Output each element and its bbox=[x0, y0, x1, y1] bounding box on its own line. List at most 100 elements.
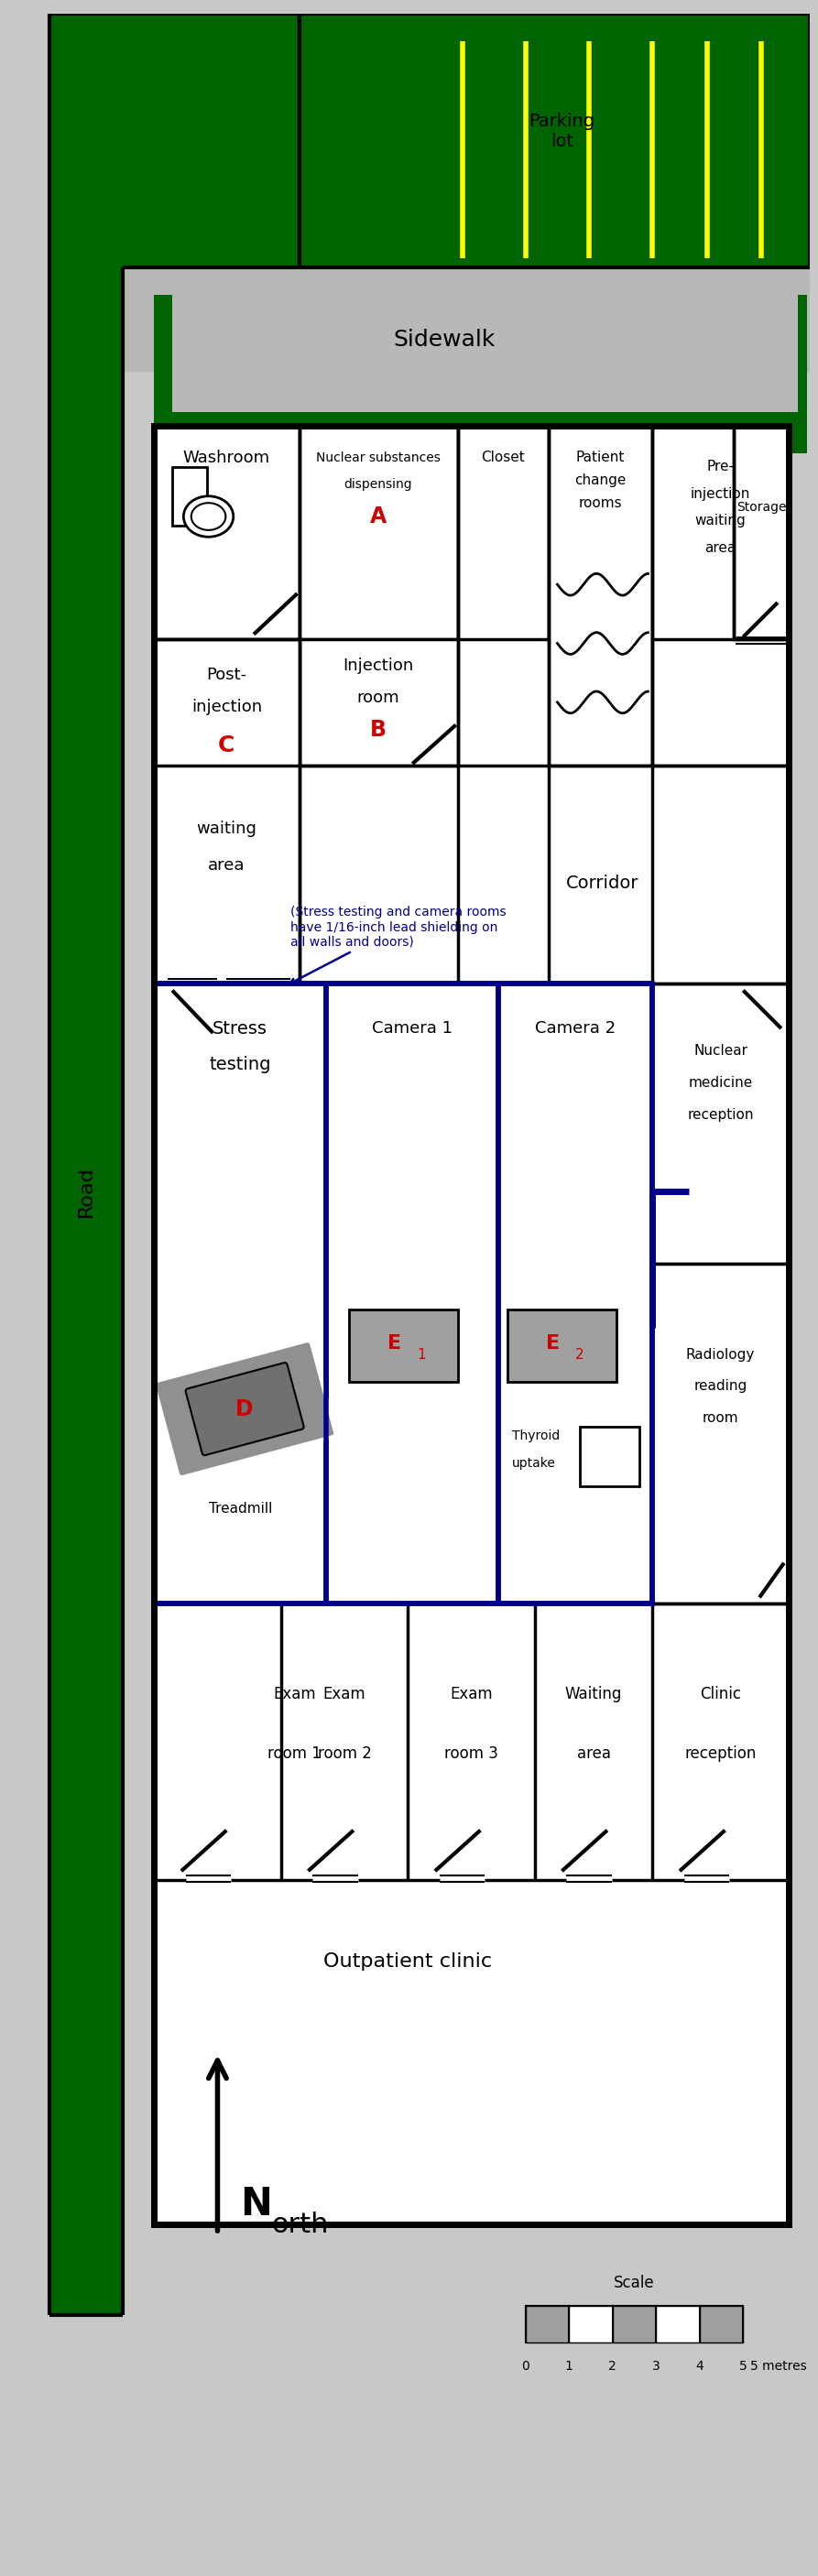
Ellipse shape bbox=[191, 502, 226, 531]
Text: 1: 1 bbox=[417, 1347, 425, 1363]
Text: Parking
lot: Parking lot bbox=[529, 113, 595, 149]
Text: area: area bbox=[208, 858, 245, 873]
Text: injection: injection bbox=[690, 487, 750, 500]
Text: Thyroid: Thyroid bbox=[512, 1430, 560, 1443]
Text: B: B bbox=[370, 719, 386, 739]
Bar bbox=[653, 984, 789, 1265]
Text: Nuclear: Nuclear bbox=[694, 1043, 748, 1059]
Text: Scale: Scale bbox=[614, 2275, 655, 2293]
Bar bbox=[154, 984, 653, 1605]
Bar bbox=[154, 984, 326, 1605]
Bar bbox=[154, 294, 807, 453]
Bar bbox=[154, 425, 299, 639]
Bar bbox=[498, 984, 653, 1605]
Text: reading: reading bbox=[694, 1378, 747, 1394]
Bar bbox=[734, 425, 789, 639]
Text: Stress: Stress bbox=[213, 1020, 267, 1038]
Text: waiting: waiting bbox=[196, 822, 257, 837]
Text: reception: reception bbox=[687, 1108, 753, 1121]
Text: 5 metres: 5 metres bbox=[750, 2360, 807, 2372]
Text: 3: 3 bbox=[652, 2360, 660, 2372]
Text: change: change bbox=[574, 474, 626, 487]
Bar bbox=[653, 1265, 789, 1605]
Bar bbox=[154, 425, 789, 2226]
Bar bbox=[154, 639, 299, 984]
Text: room: room bbox=[357, 690, 399, 706]
Text: Clinic: Clinic bbox=[700, 1687, 741, 1703]
Text: Corridor: Corridor bbox=[566, 876, 639, 891]
Text: Sidewalk: Sidewalk bbox=[393, 330, 495, 350]
Text: area: area bbox=[577, 1744, 610, 1762]
Text: room 2: room 2 bbox=[317, 1744, 371, 1762]
Text: Treadmill: Treadmill bbox=[209, 1502, 272, 1515]
Text: E: E bbox=[546, 1334, 560, 1352]
Text: Camera 2: Camera 2 bbox=[535, 1020, 616, 1036]
FancyBboxPatch shape bbox=[186, 1363, 303, 1455]
Bar bbox=[154, 425, 789, 2226]
Text: medicine: medicine bbox=[688, 1077, 753, 1090]
Text: Post-: Post- bbox=[206, 667, 247, 683]
Bar bbox=[526, 2306, 744, 2342]
Text: 0: 0 bbox=[522, 2360, 530, 2372]
Text: Pre-: Pre- bbox=[707, 459, 735, 474]
Text: Exam: Exam bbox=[273, 1687, 316, 1703]
Bar bbox=[548, 425, 653, 765]
Ellipse shape bbox=[183, 497, 233, 536]
Bar bbox=[653, 425, 789, 765]
Text: Road: Road bbox=[77, 1167, 95, 1216]
Text: 2: 2 bbox=[609, 2360, 617, 2372]
Bar bbox=[656, 2306, 699, 2342]
Text: Exam: Exam bbox=[450, 1687, 492, 1703]
Text: N: N bbox=[240, 2184, 272, 2223]
Text: Patient: Patient bbox=[576, 451, 624, 464]
Bar bbox=[507, 1309, 616, 1381]
Bar bbox=[569, 2306, 613, 2342]
Text: A: A bbox=[370, 505, 386, 528]
Text: area: area bbox=[705, 541, 736, 554]
Bar bbox=[299, 425, 458, 639]
Text: 5: 5 bbox=[739, 2360, 747, 2372]
Text: Radiology: Radiology bbox=[686, 1347, 755, 1363]
Text: Exam: Exam bbox=[323, 1687, 366, 1703]
Bar bbox=[50, 13, 299, 268]
Bar bbox=[173, 466, 207, 526]
Bar bbox=[349, 1309, 458, 1381]
Text: rooms: rooms bbox=[578, 497, 622, 510]
Text: Waiting: Waiting bbox=[565, 1687, 622, 1703]
Bar bbox=[299, 639, 458, 765]
Text: D: D bbox=[236, 1399, 254, 1419]
Text: Storage: Storage bbox=[736, 502, 786, 513]
Text: testing: testing bbox=[209, 1056, 271, 1074]
Text: 2: 2 bbox=[576, 1347, 584, 1363]
Text: (Stress testing and camera rooms
have 1/16-inch lead shielding on
all walls and : (Stress testing and camera rooms have 1/… bbox=[290, 907, 506, 984]
Bar bbox=[123, 268, 809, 371]
Text: 1: 1 bbox=[565, 2360, 573, 2372]
Text: orth: orth bbox=[272, 2210, 329, 2239]
Text: Washroom: Washroom bbox=[183, 448, 270, 466]
Text: Closet: Closet bbox=[481, 451, 525, 464]
Text: 4: 4 bbox=[695, 2360, 703, 2372]
Text: waiting: waiting bbox=[695, 515, 746, 528]
Bar bbox=[50, 13, 123, 2316]
FancyBboxPatch shape bbox=[154, 1340, 335, 1476]
Text: C: C bbox=[218, 734, 235, 757]
Bar bbox=[173, 294, 798, 412]
Text: injection: injection bbox=[191, 698, 262, 716]
Text: E: E bbox=[387, 1334, 401, 1352]
Text: dispensing: dispensing bbox=[344, 479, 412, 492]
Bar bbox=[326, 984, 498, 1605]
Text: reception: reception bbox=[685, 1744, 757, 1762]
Bar bbox=[613, 2306, 656, 2342]
Bar bbox=[699, 2306, 744, 2342]
Bar bbox=[580, 1427, 639, 1486]
Bar bbox=[526, 2306, 569, 2342]
Text: room 3: room 3 bbox=[444, 1744, 498, 1762]
Text: Outpatient clinic: Outpatient clinic bbox=[323, 1953, 492, 1971]
Bar bbox=[299, 13, 809, 268]
Text: uptake: uptake bbox=[512, 1458, 556, 1471]
Text: Camera 1: Camera 1 bbox=[372, 1020, 452, 1036]
Bar bbox=[458, 425, 548, 639]
Text: room 1: room 1 bbox=[267, 1744, 321, 1762]
Text: Nuclear substances: Nuclear substances bbox=[316, 451, 440, 464]
Text: Injection: Injection bbox=[343, 657, 413, 675]
